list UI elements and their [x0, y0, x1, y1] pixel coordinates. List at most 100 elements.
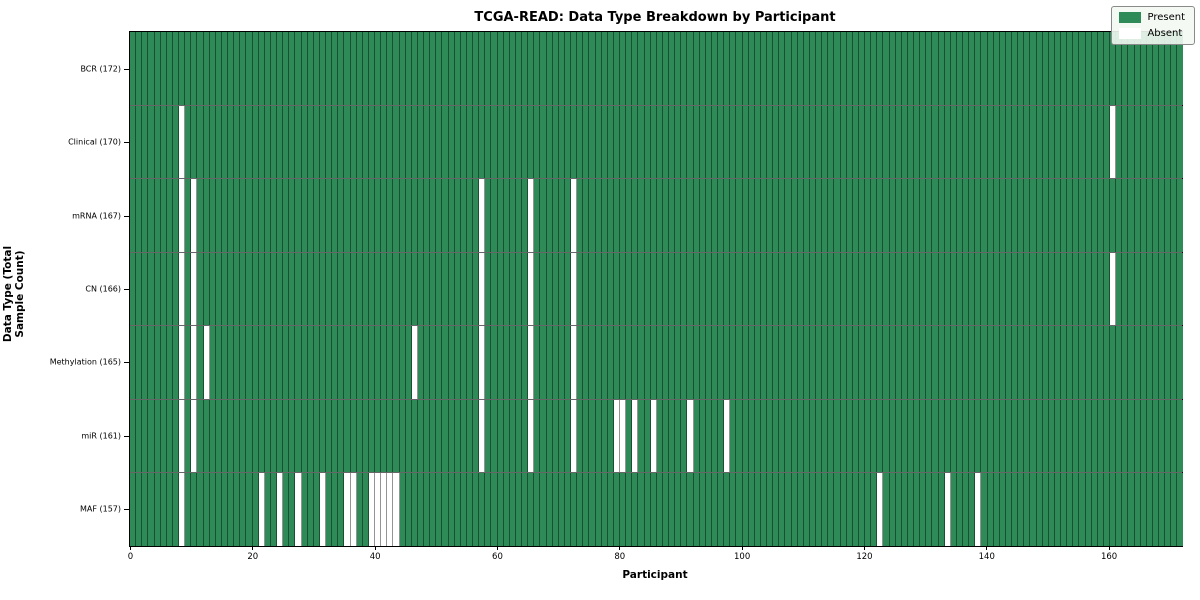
- heatmap-cell: [938, 252, 945, 326]
- heatmap-cell: [387, 326, 394, 399]
- heatmap-cell: [387, 179, 394, 252]
- heatmap-cell: [375, 473, 382, 547]
- heatmap-cell: [148, 473, 155, 547]
- heatmap-cell: [1159, 473, 1166, 547]
- heatmap-cell: [583, 326, 590, 399]
- heatmap-cell: [528, 252, 535, 326]
- heatmap-cell: [644, 252, 651, 326]
- heatmap-cell: [656, 252, 663, 326]
- heatmap-cell: [1146, 179, 1153, 252]
- heatmap-cell: [1171, 473, 1178, 547]
- heatmap-cell: [767, 252, 774, 326]
- heatmap-cell: [1005, 399, 1012, 473]
- heatmap-cell: [417, 179, 424, 252]
- heatmap-cell: [405, 326, 412, 399]
- heatmap-cell: [191, 252, 198, 326]
- heatmap-cell: [307, 399, 314, 473]
- heatmap-cell: [926, 399, 933, 473]
- heatmap-cell: [938, 105, 945, 179]
- heatmap-cell: [564, 473, 571, 547]
- heatmap-cell: [166, 252, 173, 326]
- heatmap-row-MAF: [130, 473, 1183, 547]
- heatmap-cell: [473, 252, 480, 326]
- heatmap-cell: [901, 105, 908, 179]
- heatmap-cell: [1165, 399, 1172, 473]
- heatmap-cell: [234, 399, 241, 473]
- heatmap-cell: [277, 179, 284, 252]
- heatmap-cell: [424, 105, 431, 179]
- y-tick-mark: [124, 362, 129, 364]
- heatmap-cell: [791, 399, 798, 473]
- heatmap-cell: [442, 399, 449, 473]
- heatmap-cell: [626, 179, 633, 252]
- heatmap-cell: [313, 32, 320, 105]
- heatmap-cell: [289, 179, 296, 252]
- x-tick-label: 140: [978, 552, 995, 562]
- heatmap-cell: [313, 252, 320, 326]
- heatmap-cell: [993, 252, 1000, 326]
- heatmap-cell: [148, 399, 155, 473]
- heatmap-cell: [742, 252, 749, 326]
- heatmap-cell: [1110, 252, 1117, 326]
- heatmap-cell: [534, 473, 541, 547]
- heatmap-cell: [307, 179, 314, 252]
- heatmap-cell: [326, 32, 333, 105]
- heatmap-cell: [1030, 399, 1037, 473]
- heatmap-cell: [736, 252, 743, 326]
- heatmap-cell: [748, 179, 755, 252]
- heatmap-cell: [656, 32, 663, 105]
- y-tick-label-mRNA: mRNA (167): [72, 211, 121, 221]
- heatmap-cell: [828, 105, 835, 179]
- heatmap-cell: [534, 179, 541, 252]
- x-tick-mark: [863, 546, 865, 550]
- heatmap-cell: [130, 399, 137, 473]
- heatmap-cell: [644, 179, 651, 252]
- heatmap-cell: [344, 326, 351, 399]
- heatmap-cell: [203, 32, 210, 105]
- heatmap-cell: [148, 326, 155, 399]
- heatmap-cell: [479, 179, 486, 252]
- heatmap-cell: [197, 473, 204, 547]
- heatmap-cell: [515, 326, 522, 399]
- heatmap-cell: [350, 179, 357, 252]
- heatmap-cell: [430, 326, 437, 399]
- heatmap-cell: [1018, 326, 1025, 399]
- heatmap-cell: [907, 252, 914, 326]
- heatmap-cell: [932, 399, 939, 473]
- heatmap-cell: [185, 473, 192, 547]
- heatmap-cell: [809, 399, 816, 473]
- heatmap-cell: [485, 473, 492, 547]
- heatmap-cell: [1091, 399, 1098, 473]
- heatmap-cell: [907, 399, 914, 473]
- heatmap-cell: [160, 105, 167, 179]
- heatmap-cell: [699, 326, 706, 399]
- heatmap-cell: [669, 252, 676, 326]
- heatmap-cell: [865, 473, 872, 547]
- heatmap-cell: [797, 105, 804, 179]
- heatmap-cell: [705, 32, 712, 105]
- heatmap-cell: [767, 32, 774, 105]
- heatmap-cell: [1018, 399, 1025, 473]
- heatmap-cell: [528, 32, 535, 105]
- heatmap-cell: [944, 326, 951, 399]
- heatmap-cell: [577, 32, 584, 105]
- heatmap-cell: [963, 399, 970, 473]
- heatmap-cell: [338, 32, 345, 105]
- heatmap-cell: [179, 252, 186, 326]
- heatmap-cell: [234, 32, 241, 105]
- heatmap-cell: [534, 252, 541, 326]
- heatmap-cell: [920, 473, 927, 547]
- heatmap-cell: [172, 473, 179, 547]
- x-tick-label: 160: [1100, 552, 1118, 562]
- heatmap-cell: [828, 252, 835, 326]
- heatmap-cell: [730, 399, 737, 473]
- heatmap-cell: [148, 252, 155, 326]
- y-tick-mark: [124, 289, 129, 290]
- heatmap-cell: [583, 399, 590, 473]
- heatmap-cell: [944, 252, 951, 326]
- heatmap-cell: [889, 179, 896, 252]
- heatmap-cell: [699, 252, 706, 326]
- heatmap-cell: [448, 32, 455, 105]
- heatmap-cell: [828, 473, 835, 547]
